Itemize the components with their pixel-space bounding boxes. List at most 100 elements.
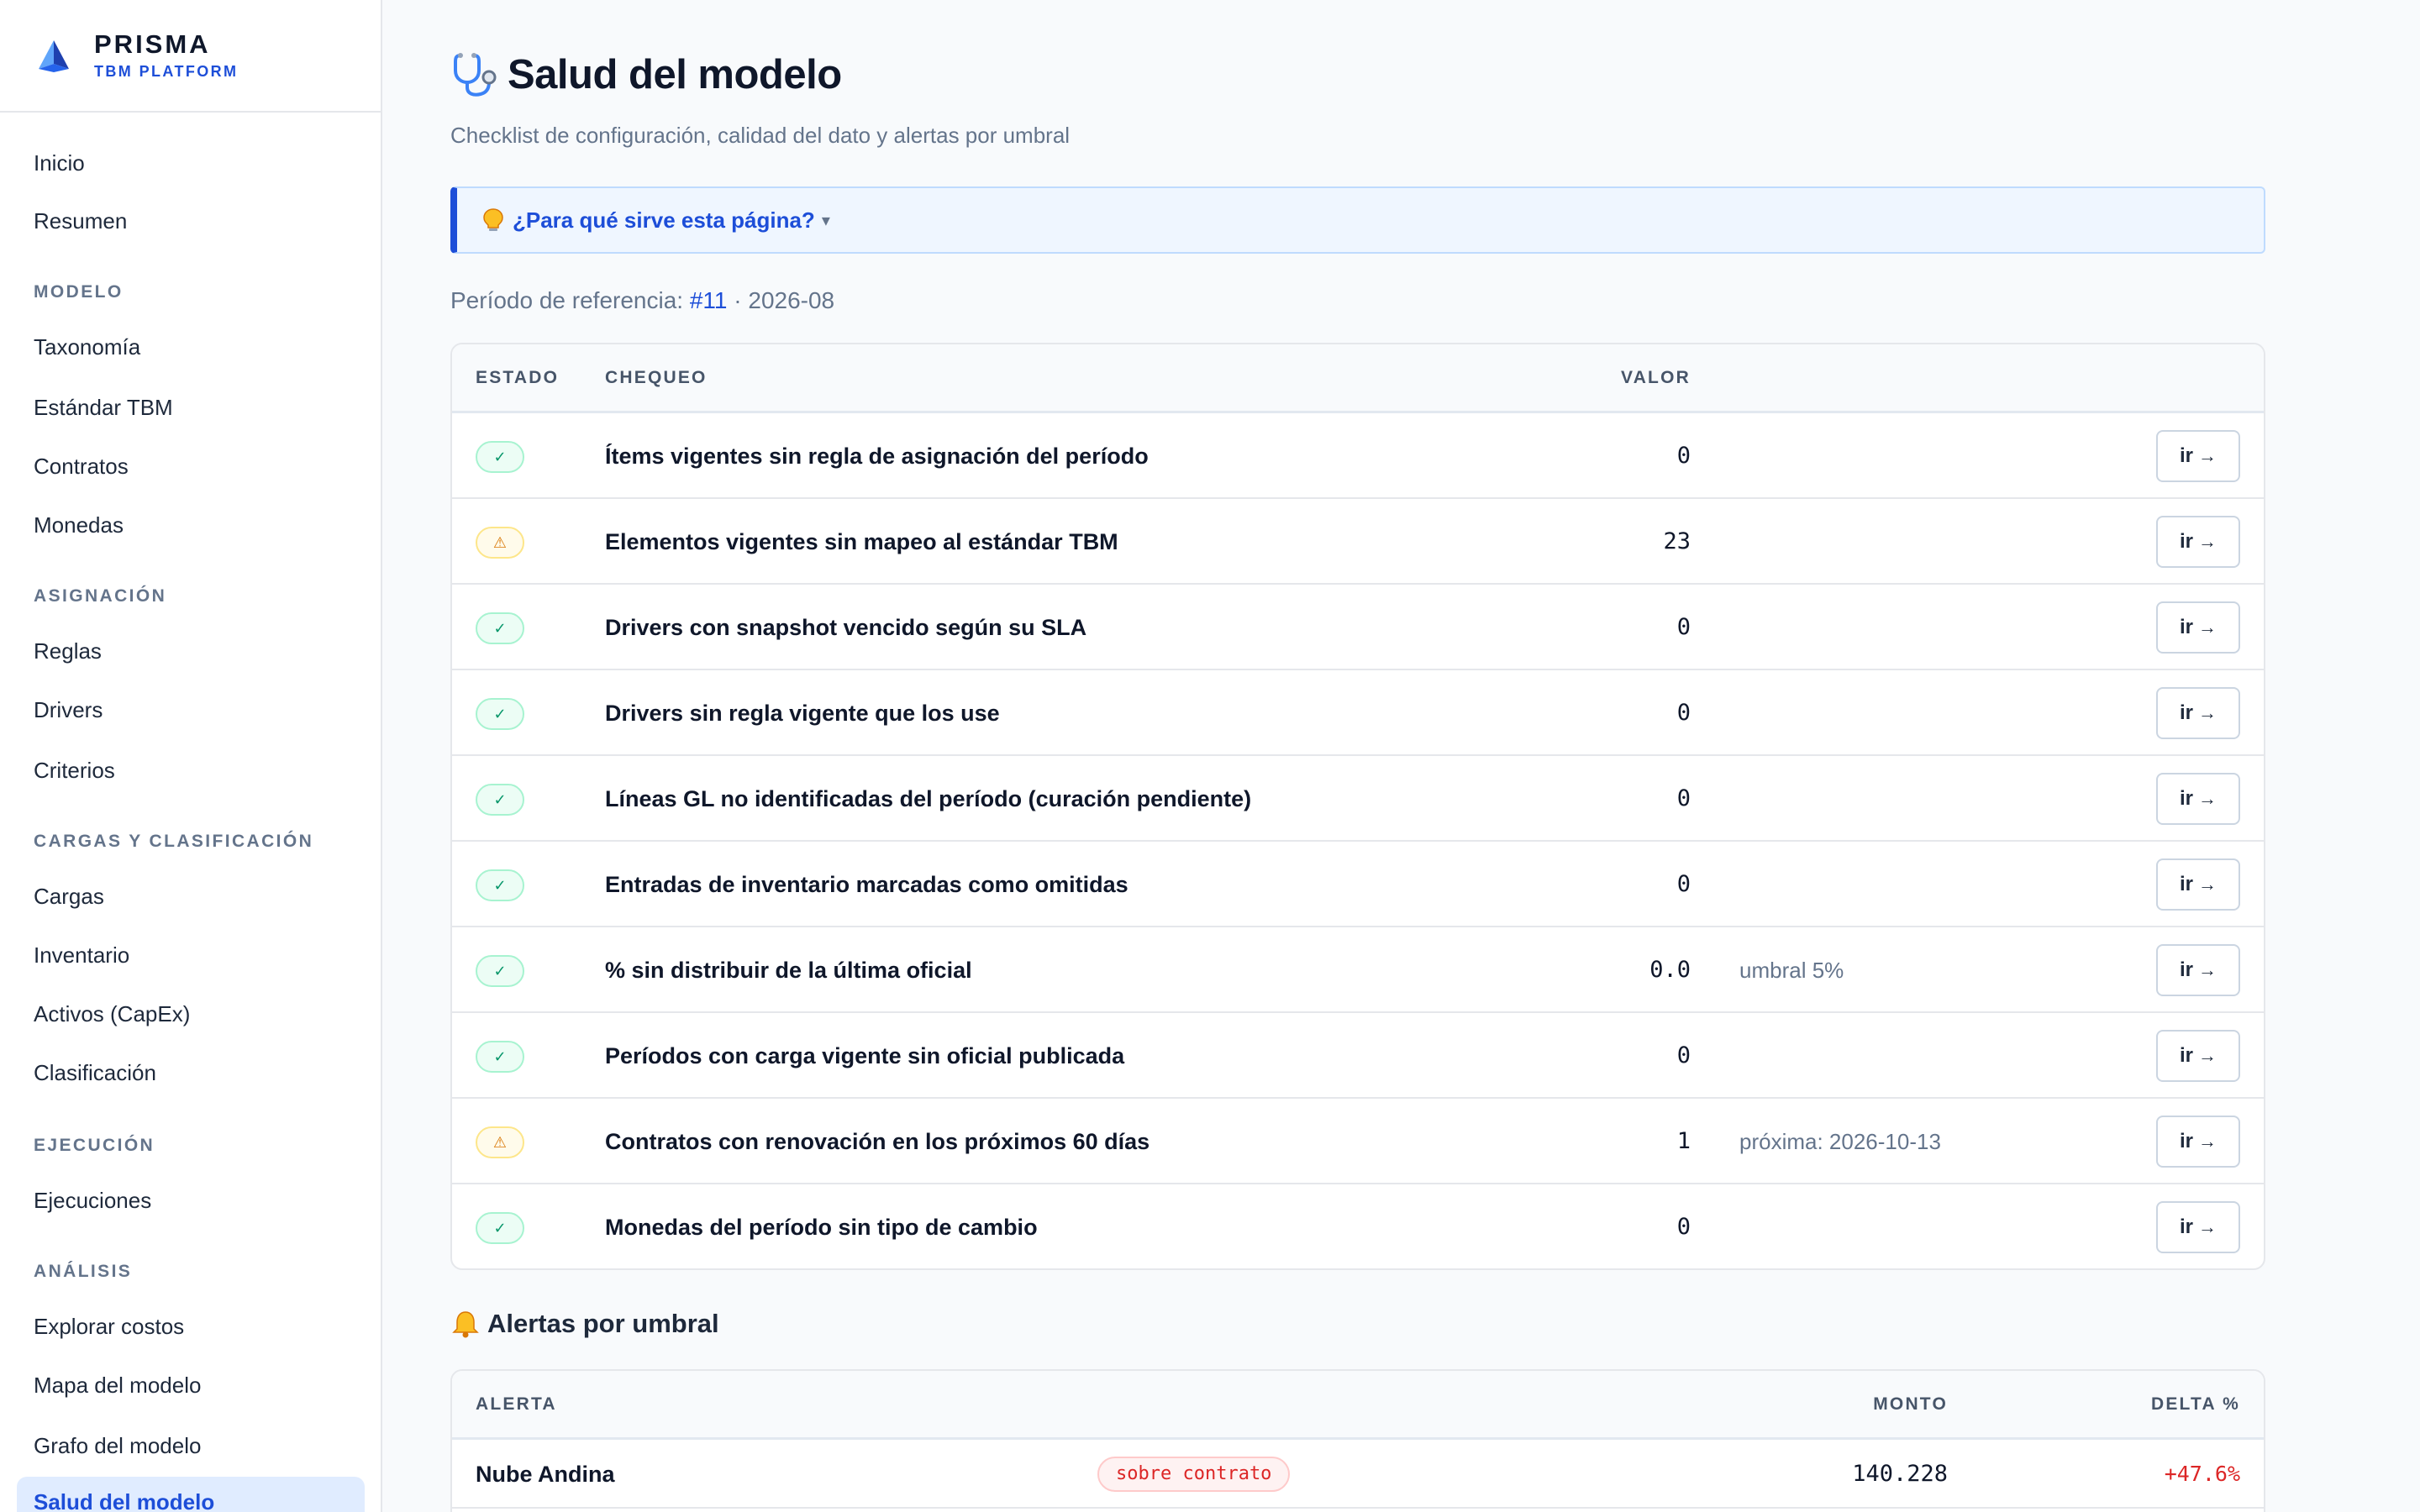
brand-header[interactable]: PRISMA TBM PLATFORM [0,0,381,113]
table-row: ✓ Líneas GL no identificadas del período … [452,756,2264,842]
status-badge: ✓ [476,955,524,987]
go-button-label: ir [2179,444,2193,467]
go-button[interactable]: ir → [2156,773,2240,825]
go-button-label: ir [2179,787,2193,810]
sidebar-item-monedas[interactable]: Monedas [34,512,124,538]
sidebar-section-asignacion: ASIGNACIÓN [34,586,167,606]
alert-row[interactable]: Nube Andina sobre contrato 140.228 +47.6% [452,1440,2264,1509]
check-note: umbral 5% [1739,958,1844,983]
check-value: 0 [1676,785,1691,811]
status-badge: ✓ [476,612,524,644]
sidebar-item-contratos[interactable]: Contratos [34,454,129,479]
table-row: ✓ Entradas de inventario marcadas como om… [452,842,2264,927]
sidebar-section-ejecucion: EJECUCIÓN [34,1136,155,1155]
sidebar-item-reglas[interactable]: Reglas [34,638,102,664]
alerts-section-title: Alertas por umbral [450,1309,719,1339]
checks-table: ESTADO CHEQUEO VALOR ✓ Ítems vigentes sin… [450,343,2265,1270]
sidebar-item-activos[interactable]: Activos (CapEx) [34,1001,191,1026]
check-icon: ✓ [493,619,507,637]
arrow-right-icon: → [2198,445,2217,466]
period-value: 2026-08 [748,287,835,313]
table-row: ✓ Drivers con snapshot vencido según su S… [452,585,2264,670]
status-badge: ⚠ [476,527,524,559]
arrow-right-icon: → [2198,702,2217,723]
go-button[interactable]: ir → [2156,944,2240,996]
check-value: 0 [1676,1214,1691,1240]
go-button[interactable]: ir → [2156,1201,2240,1253]
prism-logo-icon [39,40,69,72]
page-title: Salud del modelo [450,50,842,99]
alerts-table-body: Nube Andina sobre contrato 140.228 +47.6% [452,1440,2264,1509]
check-note: próxima: 2026-10-13 [1739,1129,1941,1154]
sidebar-item-drivers[interactable]: Drivers [34,697,103,722]
sidebar-item-cargas[interactable]: Cargas [34,884,104,909]
table-row: ⚠ Elementos vigentes sin mapeo al estánda… [452,499,2264,585]
page-subtitle: Checklist de configuración, calidad del … [450,123,1071,148]
check-icon: ✓ [493,962,507,979]
check-label: Ítems vigentes sin regla de asignación d… [605,444,1149,469]
go-button[interactable]: ir → [2156,516,2240,568]
arrow-right-icon: → [2198,788,2217,809]
check-label: Líneas GL no identificadas del período (… [605,786,1252,811]
check-value: 23 [1663,528,1691,554]
alerts-title-text: Alertas por umbral [487,1309,719,1338]
check-label: Drivers con snapshot vencido según su SL… [605,615,1087,640]
sidebar-item-explorar-costos[interactable]: Explorar costos [34,1314,185,1339]
lightbulb-icon [483,208,503,231]
go-button[interactable]: ir → [2156,1116,2240,1168]
sidebar-section-modelo: MODELO [34,282,124,302]
help-toggle[interactable]: ¿Para qué sirve esta página? ▾ [450,186,2265,254]
go-button-label: ir [2179,873,2193,895]
arrow-right-icon: → [2198,1045,2217,1066]
go-button[interactable]: ir → [2156,430,2240,482]
sidebar-section-cargas: CARGAS Y CLASIFICACIÓN [34,832,314,851]
column-header-estado: ESTADO [476,368,560,387]
sidebar-section-analisis: ANÁLISIS [34,1262,133,1281]
check-label: Entradas de inventario marcadas como omi… [605,872,1128,897]
check-value: 0 [1676,443,1691,469]
reference-period: Período de referencia: #11 · 2026-08 [450,287,834,314]
go-button[interactable]: ir → [2156,1030,2240,1082]
sidebar-item-grafo-modelo[interactable]: Grafo del modelo [34,1433,202,1458]
sidebar-item-inicio[interactable]: Inicio [34,150,85,176]
arrow-right-icon: → [2198,531,2217,552]
go-button-label: ir [2179,616,2193,638]
brand-name: PRISMA [94,29,211,59]
table-row: ⚠ Contratos con renovación en los próximo… [452,1099,2264,1184]
sidebar-item-inventario[interactable]: Inventario [34,942,130,968]
arrow-right-icon: → [2198,617,2217,638]
go-button[interactable]: ir → [2156,601,2240,654]
sidebar-item-estandar-tbm[interactable]: Estándar TBM [34,395,173,420]
arrow-right-icon: → [2198,1131,2217,1152]
check-icon: ✓ [493,876,507,894]
check-value: 1 [1676,1128,1691,1154]
sidebar-item-ejecuciones[interactable]: Ejecuciones [34,1188,152,1213]
status-badge: ✓ [476,698,524,730]
check-value: 0 [1676,871,1691,897]
go-button[interactable]: ir → [2156,858,2240,911]
check-icon: ✓ [493,705,507,722]
arrow-right-icon: → [2198,1216,2217,1237]
sidebar: PRISMA TBM PLATFORM Inicio Resumen MODEL… [0,0,382,1512]
go-button-label: ir [2179,1215,2193,1238]
go-button-label: ir [2179,1130,2193,1152]
status-badge: ✓ [476,784,524,816]
sidebar-item-clasificacion[interactable]: Clasificación [34,1060,156,1085]
check-icon: ✓ [493,448,507,465]
sidebar-item-salud-modelo[interactable]: Salud del modelo [17,1477,365,1512]
alerts-table-header: ALERTA MONTO DELTA % [452,1371,2264,1440]
sidebar-item-taxonomia[interactable]: Taxonomía [34,334,141,360]
check-value: 0 [1676,1042,1691,1068]
sidebar-item-criterios[interactable]: Criterios [34,758,115,783]
check-label: Contratos con renovación en los próximos… [605,1129,1150,1154]
check-icon: ✓ [493,790,507,808]
table-row: ✓ Ítems vigentes sin regla de asignación … [452,413,2264,499]
sidebar-item-mapa-modelo[interactable]: Mapa del modelo [34,1373,202,1398]
arrow-right-icon: → [2198,959,2217,980]
bell-icon [452,1311,479,1338]
check-value: 0.0 [1649,957,1691,983]
go-button[interactable]: ir → [2156,687,2240,739]
sidebar-item-resumen[interactable]: Resumen [34,208,128,234]
period-link[interactable]: #11 [689,287,728,313]
go-button-label: ir [2179,1044,2193,1067]
